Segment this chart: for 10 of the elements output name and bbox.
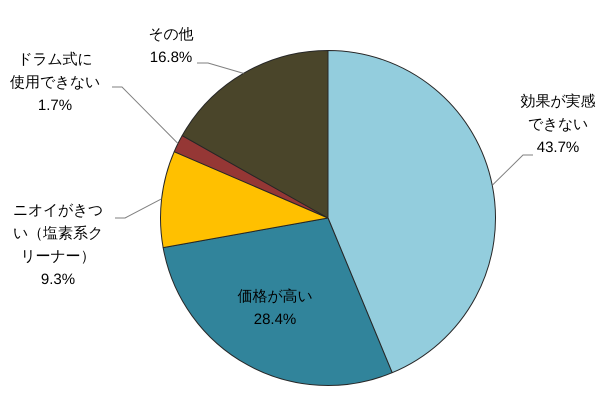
slice-label: ドラム式に使用できない — [10, 51, 100, 92]
data-label: 16.8% — [150, 49, 192, 66]
data-label: 1.7% — [38, 97, 72, 114]
slice-label: 価格が高い — [238, 288, 312, 306]
data-label: 28.4% — [254, 311, 296, 328]
data-label: 43.7% — [536, 139, 580, 156]
slice-label: ニオイがきつい（塩素系クリーナー） — [13, 202, 103, 266]
slice-label: その他 — [148, 26, 194, 44]
slice-label: 効果が実感できない — [520, 93, 596, 134]
data-label: 9.3% — [40, 271, 76, 288]
